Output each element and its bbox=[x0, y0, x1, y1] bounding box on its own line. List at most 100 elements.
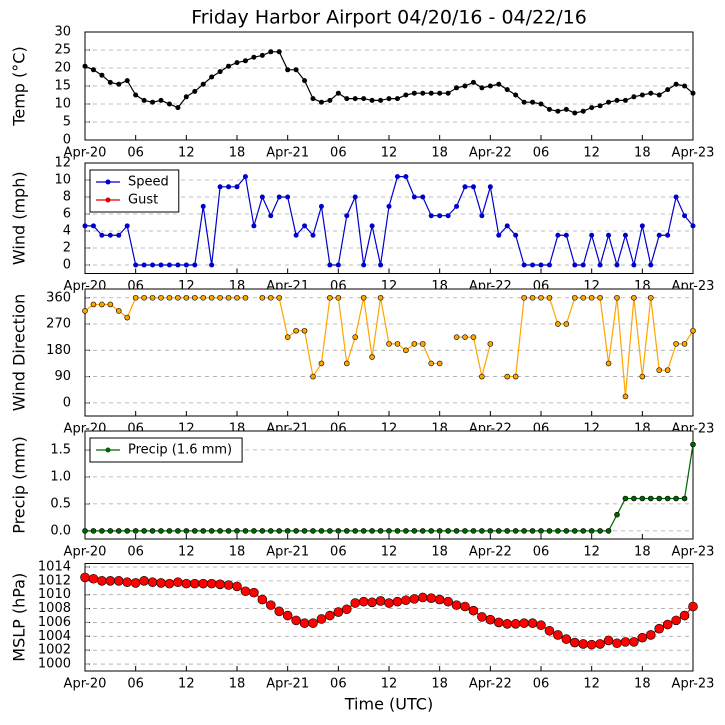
data-point bbox=[267, 294, 274, 301]
data-point bbox=[208, 294, 215, 301]
y-tick-label: 5 bbox=[63, 115, 71, 130]
data-point bbox=[555, 321, 561, 327]
legend-label: Precip (1.6 mm) bbox=[128, 443, 232, 458]
data-point bbox=[453, 528, 460, 534]
data-point bbox=[375, 596, 386, 606]
data-point bbox=[614, 511, 620, 518]
data-point bbox=[217, 69, 223, 75]
data-point bbox=[166, 262, 172, 268]
data-point bbox=[656, 367, 663, 373]
y-tick-label: 4 bbox=[63, 224, 71, 239]
y-tick-label: 0.5 bbox=[50, 496, 71, 511]
data-point bbox=[175, 294, 181, 301]
plot-frame bbox=[84, 31, 694, 141]
data-point bbox=[578, 639, 589, 649]
data-point bbox=[310, 96, 316, 102]
data-point bbox=[419, 341, 426, 347]
data-point bbox=[588, 294, 595, 301]
x-tick-label: Apr-21 bbox=[266, 545, 309, 560]
data-point bbox=[141, 528, 147, 534]
data-point bbox=[232, 581, 242, 592]
y-tick-label: 0.0 bbox=[50, 523, 71, 538]
data-point bbox=[496, 232, 502, 238]
x-tick-label: Apr-21 bbox=[266, 677, 309, 692]
data-point bbox=[308, 618, 318, 628]
data-point bbox=[82, 63, 88, 69]
data-point bbox=[451, 600, 462, 610]
data-point bbox=[631, 495, 637, 502]
data-point bbox=[378, 97, 384, 103]
data-point bbox=[453, 334, 460, 340]
data-point bbox=[301, 528, 308, 534]
data-point bbox=[544, 625, 555, 636]
data-point bbox=[310, 232, 316, 238]
y-axis-label: Wind (mph) bbox=[10, 171, 29, 265]
data-point bbox=[648, 262, 654, 268]
data-point bbox=[183, 294, 190, 301]
data-point bbox=[242, 294, 249, 301]
data-point bbox=[335, 262, 341, 268]
data-point bbox=[690, 90, 696, 96]
data-point bbox=[553, 630, 563, 640]
data-point bbox=[276, 294, 283, 301]
legend-marker bbox=[105, 197, 111, 203]
data-point bbox=[420, 90, 426, 96]
data-point bbox=[454, 203, 460, 209]
data-point bbox=[158, 294, 164, 301]
data-point bbox=[344, 96, 350, 102]
data-point bbox=[158, 97, 164, 103]
y-tick-label: 1.5 bbox=[50, 442, 71, 457]
y-tick-label: 1004 bbox=[38, 629, 71, 644]
data-point bbox=[97, 576, 107, 586]
data-point bbox=[546, 262, 552, 268]
data-point bbox=[327, 97, 333, 103]
y-tick-label: 1014 bbox=[38, 559, 71, 574]
x-tick-label: 06 bbox=[533, 677, 550, 692]
data-point bbox=[361, 96, 367, 102]
data-point bbox=[149, 528, 156, 534]
y-tick-label: 180 bbox=[46, 343, 71, 358]
y-tick-label: 0 bbox=[63, 395, 71, 410]
x-tick-label: Apr-22 bbox=[469, 146, 512, 161]
data-point bbox=[327, 294, 333, 301]
data-point bbox=[206, 578, 217, 589]
data-point bbox=[563, 232, 569, 238]
data-point bbox=[299, 618, 310, 628]
data-point bbox=[344, 213, 350, 219]
data-point bbox=[158, 262, 164, 268]
data-point bbox=[392, 596, 403, 607]
data-point bbox=[183, 528, 190, 534]
data-point bbox=[493, 617, 504, 628]
data-point bbox=[530, 262, 536, 268]
data-point bbox=[282, 610, 293, 621]
data-point bbox=[470, 79, 476, 85]
y-tick-label: 10 bbox=[54, 97, 71, 112]
data-point bbox=[513, 232, 519, 238]
data-point bbox=[597, 294, 603, 301]
data-point bbox=[637, 632, 648, 643]
data-point bbox=[622, 232, 628, 238]
x-tick-label: 06 bbox=[127, 677, 144, 692]
data-point bbox=[173, 577, 183, 588]
data-point bbox=[327, 262, 333, 268]
data-point bbox=[132, 528, 139, 534]
data-point bbox=[99, 528, 105, 534]
y-tick-label: 10 bbox=[54, 173, 71, 188]
data-point bbox=[386, 96, 392, 102]
data-point bbox=[310, 528, 316, 534]
data-point bbox=[536, 620, 546, 631]
data-point bbox=[512, 373, 519, 380]
data-point bbox=[622, 97, 628, 103]
data-point bbox=[470, 528, 477, 534]
data-point bbox=[614, 262, 620, 268]
data-point bbox=[276, 194, 282, 200]
data-point bbox=[580, 108, 586, 114]
data-point bbox=[384, 598, 394, 608]
data-point bbox=[226, 184, 232, 190]
data-point bbox=[192, 262, 198, 268]
data-point bbox=[426, 593, 437, 603]
y-tick-label: 360 bbox=[46, 290, 71, 305]
data-point bbox=[150, 262, 156, 268]
data-point bbox=[133, 92, 139, 98]
data-line bbox=[84, 297, 694, 397]
